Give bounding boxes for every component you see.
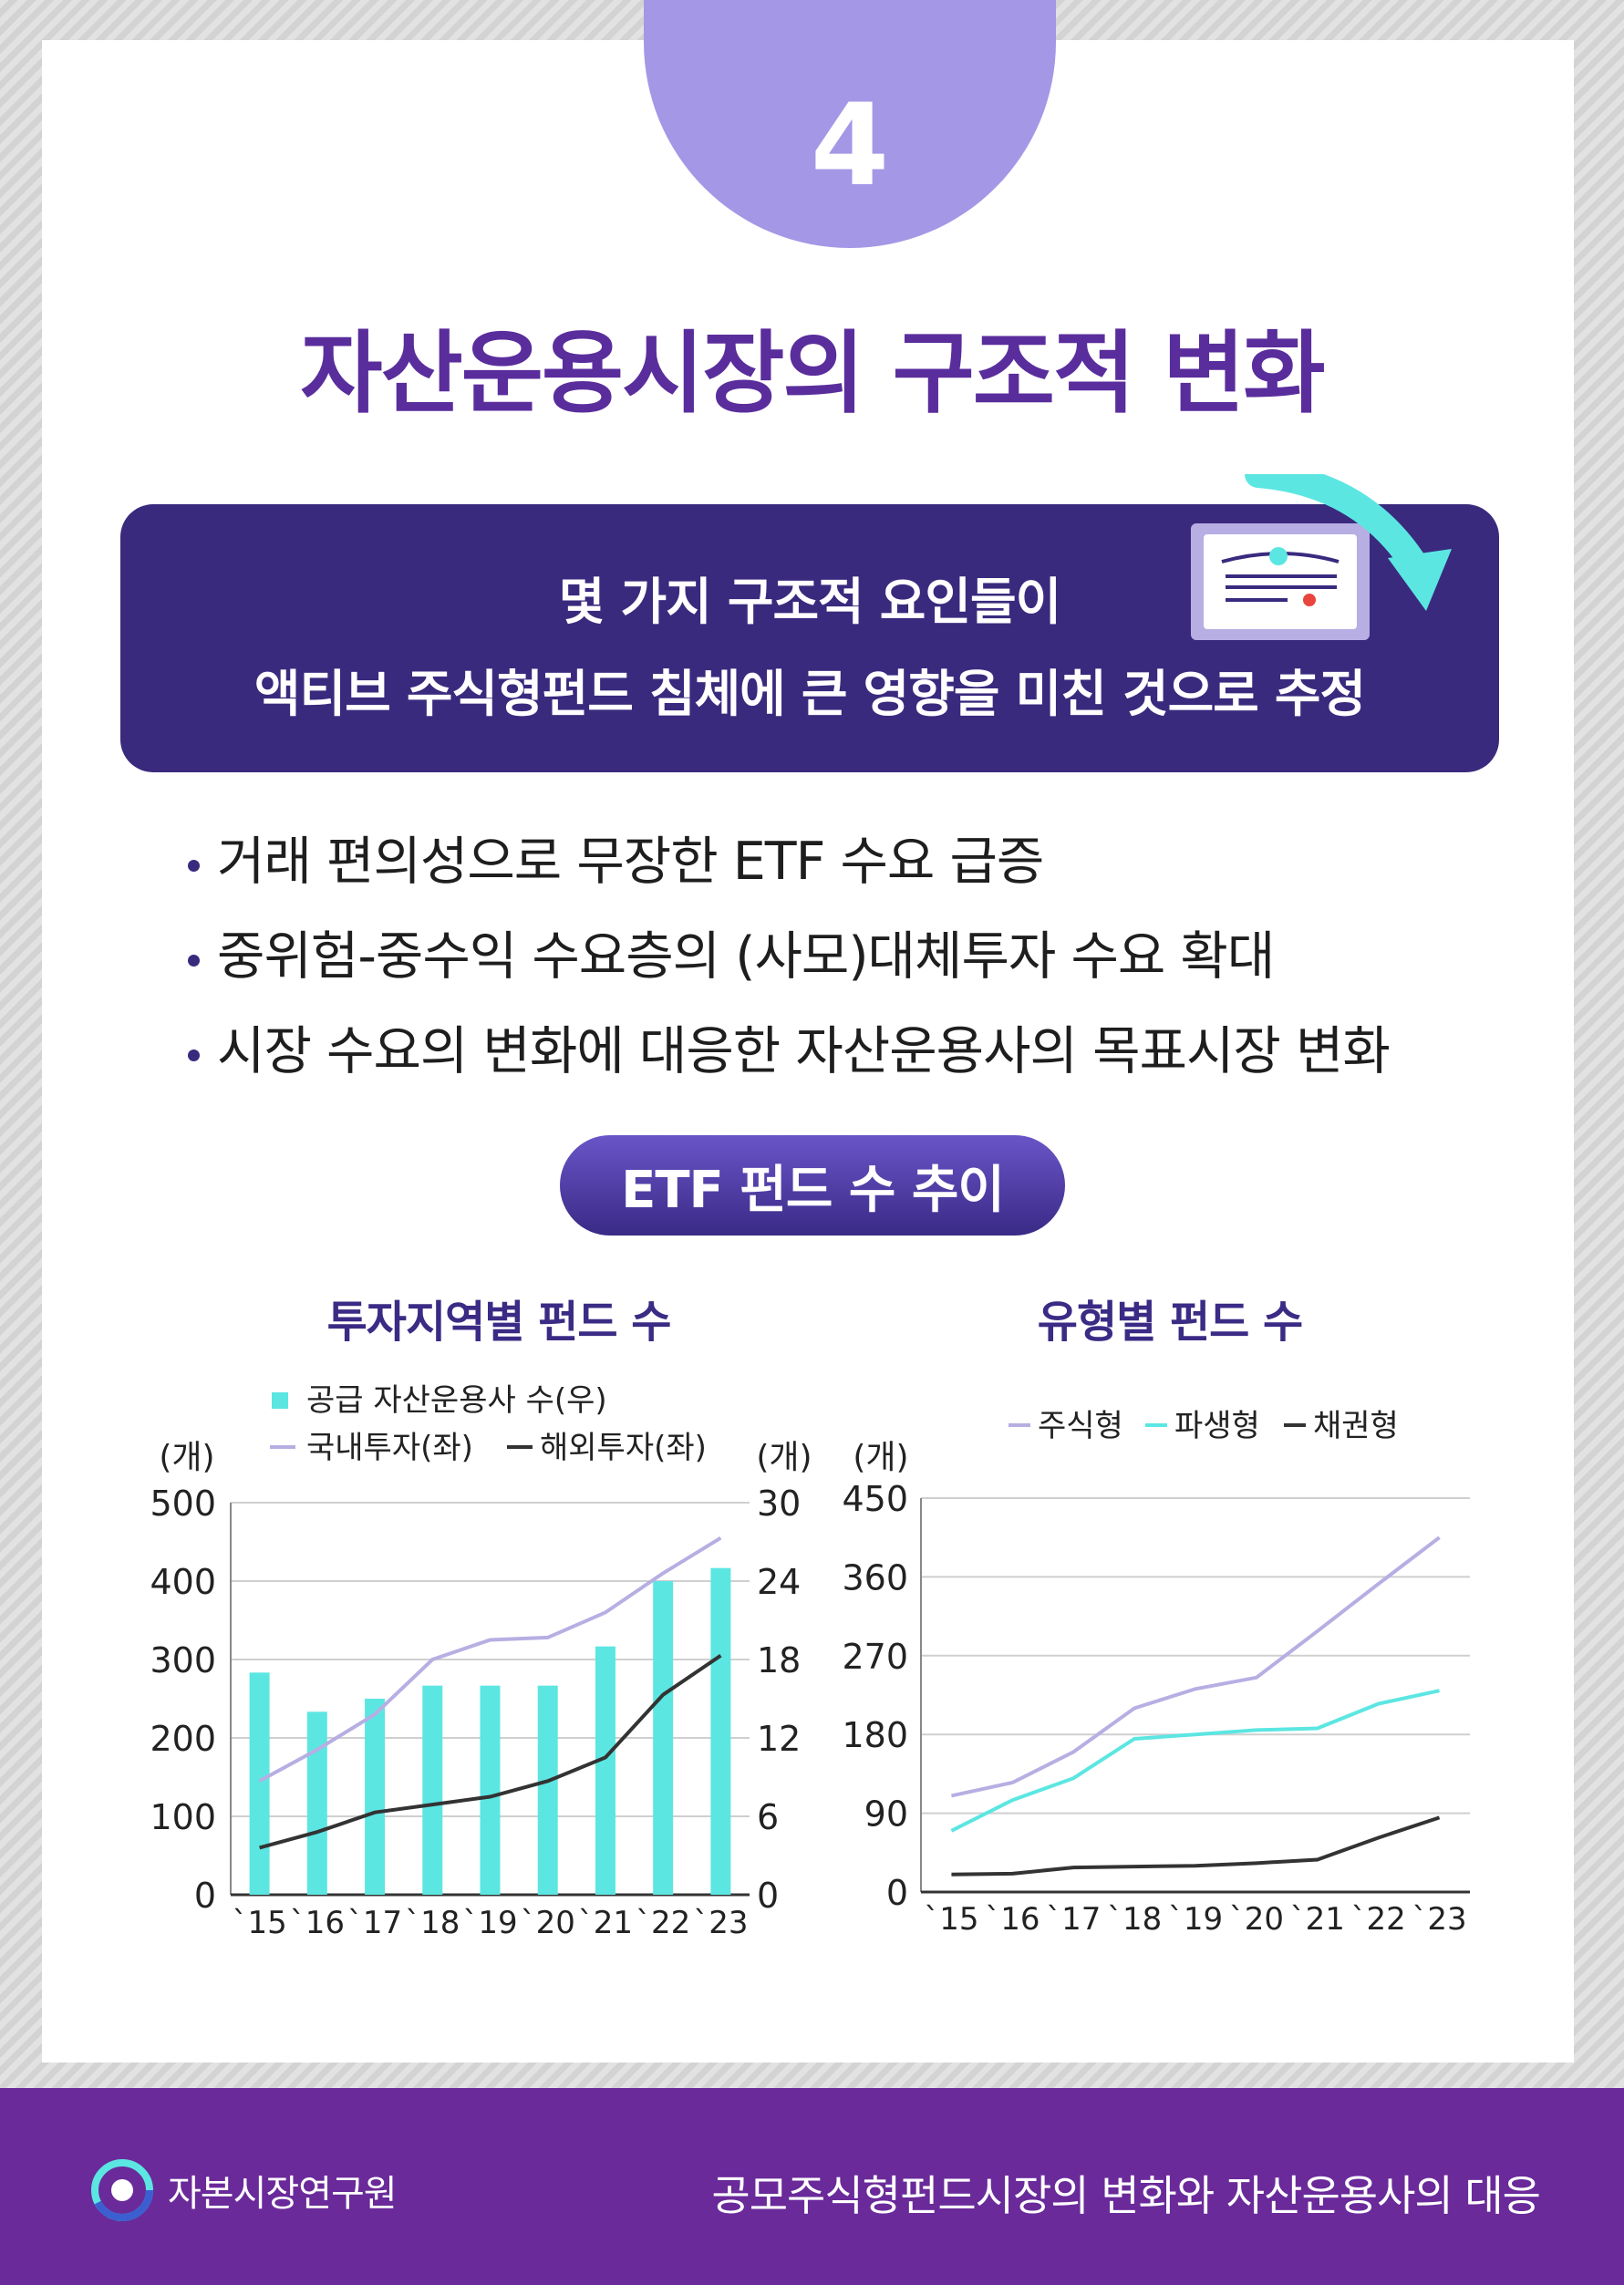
- banner-line-2: 액티브 주식형펀드 침체에 큰 영향을 미친 것으로 추정: [253, 665, 1366, 723]
- logo: 자본시장연구원: [91, 2159, 398, 2221]
- footer-subtitle: 공모주식형펀드시장의 변화와 자산운용사의 대응: [711, 2171, 1541, 2220]
- footer-bar: 자본시장연구원 공모주식형펀드시장의 변화와 자산운용사의 대응: [0, 2088, 1624, 2285]
- section-title-pill: ETF 펀드 수 추이: [560, 1135, 1065, 1236]
- chart-1-title: 투자지역별 펀드 수: [326, 1297, 672, 1348]
- kcmi-logo-icon: [91, 2159, 153, 2221]
- certificate-icon: [1191, 474, 1452, 640]
- bullet-item: 거래 편의성으로 무장한 ETF 수요 급증: [182, 821, 1390, 915]
- chart-2-title: 유형별 펀드 수: [1037, 1297, 1303, 1348]
- bullet-list: 거래 편의성으로 무장한 ETF 수요 급증 중위험-중수익 수요층의 (사모)…: [182, 821, 1391, 1105]
- bullet-item: 시장 수요의 변화에 대응한 자산운용사의 목표시장 변화: [182, 1010, 1391, 1105]
- curved-arrow-icon: [1245, 474, 1452, 611]
- bullet-item: 중위험-중수익 수요층의 (사모)대체투자 수요 확대: [182, 915, 1390, 1010]
- logo-text: 자본시장연구원: [168, 2173, 398, 2215]
- section-number: 4: [810, 80, 890, 212]
- page-title: 자산운용시장의 구조적 변화: [300, 322, 1325, 426]
- banner-line-1: 몇 가지 구조적 요인들이: [558, 573, 1061, 631]
- section-number-badge: 4: [644, 0, 1056, 248]
